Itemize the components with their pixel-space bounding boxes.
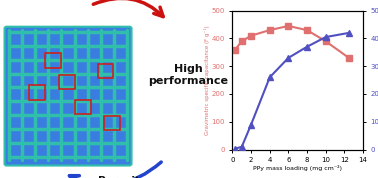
FancyBboxPatch shape	[5, 27, 132, 166]
Bar	[29, 85, 45, 100]
Bar	[59, 75, 75, 89]
Bar	[98, 64, 113, 78]
Text: High
performance: High performance	[148, 64, 228, 86]
X-axis label: PPy mass loading (mg cm⁻²): PPy mass loading (mg cm⁻²)	[253, 164, 342, 171]
Y-axis label: Gravimetric specific capacitance (F g⁻¹): Gravimetric specific capacitance (F g⁻¹)	[204, 25, 210, 135]
Text: Porosity: Porosity	[98, 176, 147, 178]
Bar	[104, 116, 120, 130]
Bar	[45, 53, 61, 68]
Bar	[75, 100, 91, 114]
